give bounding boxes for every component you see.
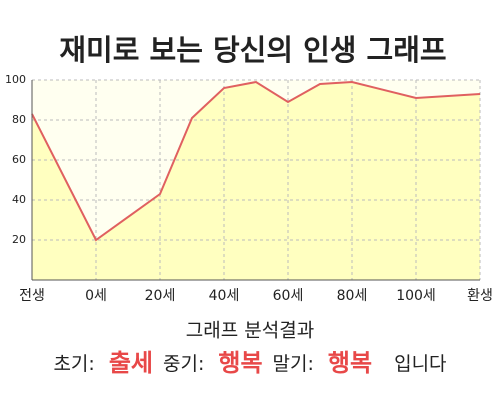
line — [31, 80, 481, 242]
x-tick-label: 전생 — [19, 288, 45, 304]
x-tick-label: 60세 — [273, 288, 304, 304]
stage-value: 행복 — [328, 349, 372, 377]
stage-label: 중기: — [163, 353, 204, 375]
chart-title: 재미로 보는 당신의 인생 그래프 — [59, 33, 446, 67]
analysis-result: 초기: 출세 중기: 행복 말기: 행복 입니다 — [53, 349, 446, 377]
y-tick-label: 60 — [12, 153, 26, 166]
x-tick-label: 40세 — [209, 288, 240, 304]
x-tick-label: 100세 — [396, 288, 436, 304]
x-tick-label: 환생 — [467, 288, 493, 304]
analysis-ending: 입니다 — [394, 353, 446, 375]
analysis-title: 그래프 분석결과 — [186, 320, 314, 342]
area — [32, 82, 480, 280]
y-tick-label: 20 — [12, 233, 26, 246]
stage-value: 행복 — [218, 349, 262, 377]
x-tick-label: 0세 — [85, 288, 107, 304]
y-tick-label: 40 — [12, 193, 26, 206]
x-tick-label: 80세 — [337, 288, 368, 304]
stage-label: 말기: — [273, 353, 314, 375]
stage-label: 초기: — [53, 353, 94, 375]
stage-value: 출세 — [109, 349, 153, 377]
y-tick-label: 100 — [5, 73, 26, 86]
y-tick-label: 80 — [12, 113, 26, 126]
x-tick-label: 20세 — [145, 288, 176, 304]
